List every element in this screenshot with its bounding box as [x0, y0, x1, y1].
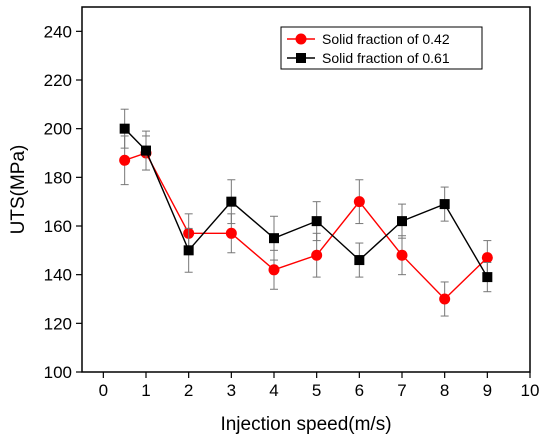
y-tick-label-1: 120 — [44, 314, 72, 333]
series-1-point-7 — [396, 249, 408, 261]
legend-marker-2 — [296, 53, 306, 63]
x-tick-label-2: 2 — [184, 381, 193, 400]
series-2-point-7 — [397, 216, 407, 227]
x-tick-label-3: 3 — [227, 381, 236, 400]
legend-box — [280, 26, 483, 70]
series-2-point-2 — [183, 245, 194, 256]
series-2-point-6 — [354, 255, 365, 266]
legend-label-2: Solid fraction of 0.61 — [322, 50, 450, 66]
series-2-point-0 — [119, 123, 130, 134]
series-1-point-4 — [268, 264, 280, 276]
legend-marker-1 — [295, 33, 307, 45]
y-tick-label-3: 160 — [44, 217, 72, 236]
series-2-point-9 — [482, 272, 493, 283]
y-tick-label-2: 140 — [44, 266, 72, 285]
legend-label-1: Solid fraction of 0.42 — [322, 31, 450, 47]
x-tick-label-4: 4 — [269, 381, 278, 400]
x-tick-label-1: 1 — [141, 381, 150, 400]
series-2-point-3 — [226, 196, 237, 207]
x-tick-label-8: 8 — [440, 381, 449, 400]
legend-item-2: Solid fraction of 0.61 — [287, 50, 450, 66]
legend-item-1: Solid fraction of 0.42 — [287, 31, 450, 47]
axis-ticks: 0 1 2 3 4 5 6 7 8 9 10 100 120 140 160 180 200 220 240 — [44, 22, 540, 400]
y-axis-title: UTS(MPa) — [8, 145, 29, 235]
x-tick-label-0: 0 — [99, 381, 108, 400]
x-tick-label-6: 6 — [355, 381, 364, 400]
series-1-point-9 — [481, 252, 493, 264]
series-1 — [119, 135, 493, 317]
legend: Solid fraction of 0.42 Solid fraction of … — [280, 26, 483, 70]
series-2-point-4 — [269, 233, 279, 244]
series-2-point-8 — [439, 199, 450, 210]
series-1-point-5 — [311, 249, 323, 261]
x-tick-label-10: 10 — [521, 381, 540, 400]
series-2 — [119, 108, 493, 293]
y-tick-label-0: 100 — [44, 363, 72, 382]
plot-frame — [81, 6, 531, 373]
x-axis-title: Injection speed(m/s) — [220, 414, 391, 435]
series-1-point-6 — [353, 196, 365, 208]
y-tick-label-6: 220 — [44, 71, 72, 90]
series-1-line — [124, 152, 488, 300]
y-tick-label-4: 180 — [44, 168, 72, 187]
plot-series — [119, 108, 493, 317]
series-2-point-5 — [311, 216, 322, 227]
y-tick-label-5: 200 — [44, 120, 72, 139]
x-tick-label-9: 9 — [483, 381, 492, 400]
y-tick-label-7: 240 — [44, 22, 72, 41]
series-1-point-3 — [225, 227, 237, 239]
series-2-line — [124, 128, 488, 278]
series-2-point-1 — [141, 145, 151, 156]
series-1-point-8 — [439, 293, 451, 305]
x-tick-label-5: 5 — [312, 381, 321, 400]
series-1-point-0 — [119, 154, 131, 166]
x-tick-label-7: 7 — [397, 381, 406, 400]
